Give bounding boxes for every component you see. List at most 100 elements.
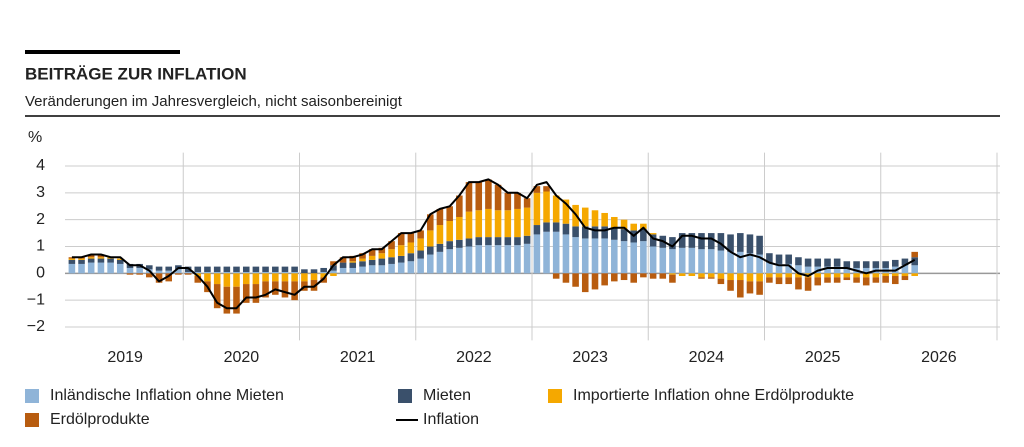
bar-segment [630, 223, 637, 231]
bar-segment [824, 273, 831, 278]
bar-segment [804, 258, 812, 267]
bar-segment [252, 271, 260, 274]
bar-segment [87, 257, 95, 259]
bar-segment [572, 226, 579, 238]
bar-segment [649, 233, 657, 235]
bar-segment [591, 238, 599, 274]
bar-segment [97, 258, 105, 263]
bar-segment [698, 249, 705, 274]
bar-segment [378, 258, 386, 266]
bar-segment [562, 223, 570, 235]
bar-segment [611, 239, 618, 274]
bar-segment [775, 277, 783, 285]
bar-segment [795, 273, 802, 278]
bar-segment [707, 277, 715, 279]
bar-segment [494, 184, 502, 211]
bar-segment [669, 237, 676, 250]
bar-segment [252, 273, 260, 285]
bar-segment [872, 277, 880, 283]
bar-segment [155, 266, 163, 271]
bar-segment [194, 266, 202, 272]
bar-segment [116, 258, 124, 260]
bar-segment [330, 270, 337, 274]
bar-segment [310, 269, 318, 274]
bar-segment [707, 273, 715, 278]
x-tick-label: 2024 [689, 349, 725, 366]
bar-segment [68, 263, 76, 274]
bar-segment [78, 259, 85, 264]
bar-segment [737, 280, 744, 298]
bar-segment [533, 192, 541, 226]
bar-segment [504, 210, 512, 238]
bar-segment [301, 269, 308, 274]
bar-segment [523, 198, 531, 208]
bar-segment [533, 186, 541, 193]
bar-segment [901, 276, 909, 281]
bar-segment [804, 277, 812, 291]
bar-segment [465, 182, 473, 212]
bar-segment [872, 261, 880, 268]
overlay [71, 178, 916, 310]
bar-segment [194, 276, 202, 283]
bar-segment [213, 273, 221, 285]
bar-segment [223, 266, 231, 272]
bar-segment [659, 247, 667, 274]
bar-segment [717, 278, 725, 285]
bar-segment [853, 261, 860, 268]
bar-segment [204, 271, 211, 274]
bar-segment [291, 281, 298, 301]
bar-segment [746, 253, 754, 274]
x-tick-label: 2025 [805, 349, 841, 366]
bar-segment [591, 226, 599, 239]
bar-segment [233, 266, 240, 272]
bar-segment [843, 277, 851, 281]
bar-segment [669, 273, 676, 275]
bar-segment [640, 223, 647, 230]
bar-segment [446, 241, 453, 250]
bar-segment [155, 273, 163, 283]
bar-segment [78, 263, 85, 274]
chart-title: BEITRÄGE ZUR INFLATION [25, 64, 247, 83]
bar-segment [310, 273, 318, 281]
bar-segment [620, 219, 628, 230]
bar-segment [862, 261, 870, 268]
bar-segment [233, 286, 240, 314]
bar-segment [146, 273, 153, 278]
bar-segment [223, 286, 231, 314]
bar-segment [901, 273, 909, 277]
bar-segment [581, 207, 589, 227]
bar-segment [727, 251, 734, 274]
bar-segment [368, 255, 376, 260]
bar-segment [862, 277, 870, 286]
bar-segment [175, 273, 182, 275]
bar-segment [213, 266, 221, 272]
bar-segment [601, 238, 608, 274]
bar-segment [291, 271, 298, 274]
legend-label: Erdölprodukte [50, 411, 150, 428]
bar-segment [465, 238, 473, 247]
y-tick-label: 3 [36, 184, 45, 201]
bar-segment [485, 208, 492, 238]
bar-segment [475, 210, 483, 238]
x-tick-label: 2019 [107, 349, 143, 366]
bar-segment [795, 257, 802, 266]
bar-segment [436, 225, 444, 244]
bar-segment [630, 242, 637, 274]
bar-segment [523, 243, 531, 274]
bar-segment [581, 238, 589, 274]
bar-segment [494, 245, 502, 274]
bar-segment [213, 284, 221, 309]
bar-segment [107, 258, 114, 263]
legend-swatch [25, 413, 39, 427]
bar-segment [97, 262, 105, 274]
bar-segment [892, 273, 899, 277]
y-unit: % [28, 129, 42, 146]
bar-segment [514, 192, 521, 209]
bar-segment [427, 214, 434, 231]
bar-segment [911, 273, 918, 277]
bar-segment [155, 270, 163, 274]
bar-segment [184, 271, 192, 274]
legend-label: Inflation [423, 411, 479, 428]
bar-segment [126, 267, 134, 274]
